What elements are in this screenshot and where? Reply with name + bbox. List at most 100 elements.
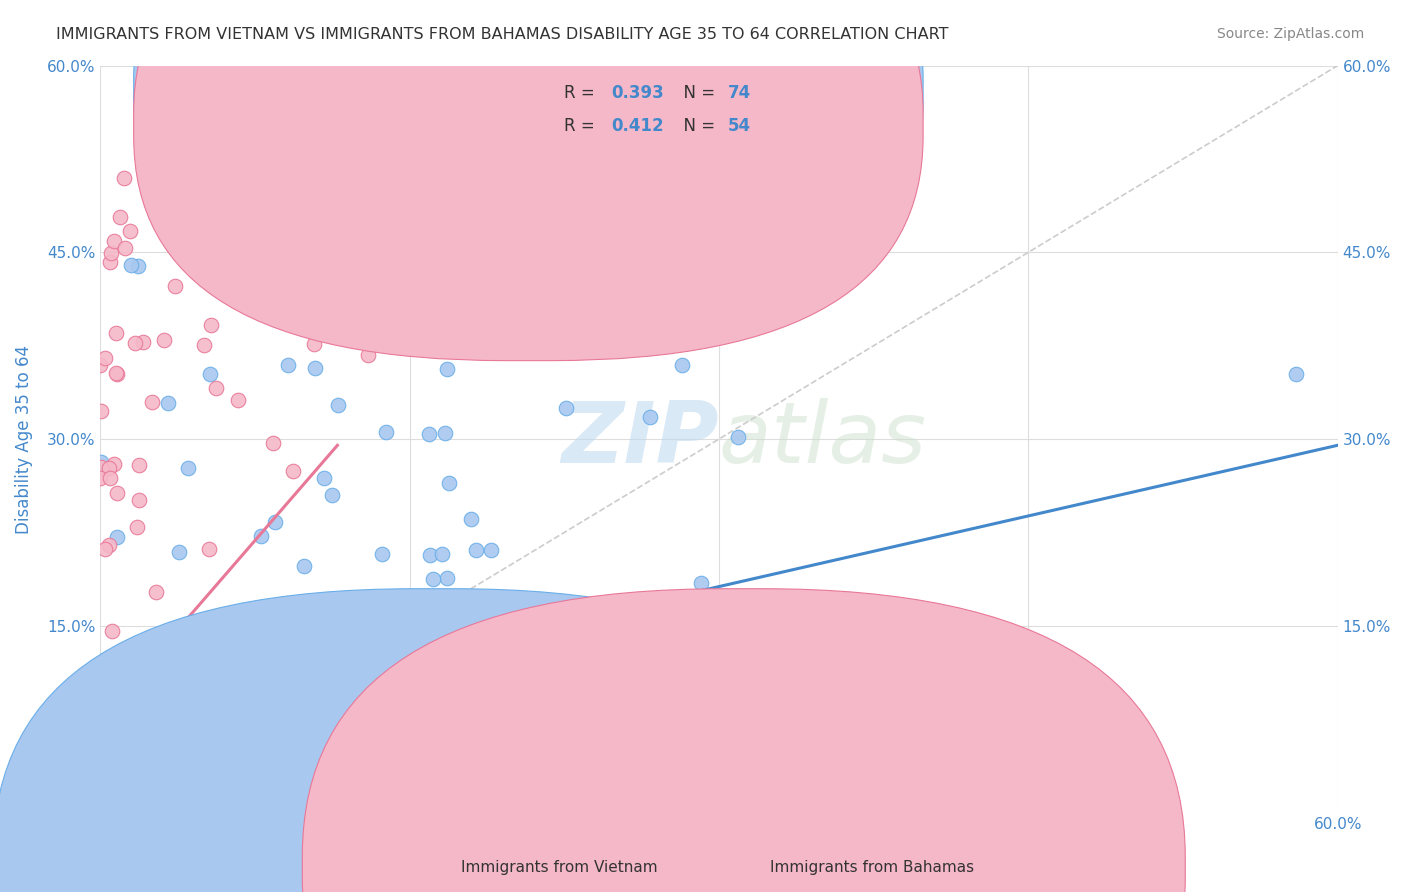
- Point: [371, 547, 394, 561]
- Point: [114, 241, 136, 255]
- Point: [555, 401, 578, 415]
- Point: [606, 718, 628, 732]
- Point: [90, 455, 112, 469]
- Point: [357, 348, 380, 362]
- Point: [162, 194, 184, 209]
- Point: [439, 475, 461, 490]
- Point: [418, 427, 440, 442]
- Point: [129, 657, 152, 672]
- Point: [721, 203, 744, 218]
- Point: [177, 460, 200, 475]
- Point: [595, 734, 617, 748]
- Point: [229, 752, 252, 766]
- Point: [264, 515, 287, 529]
- Point: [167, 544, 190, 558]
- Point: [475, 277, 498, 291]
- Point: [112, 170, 135, 185]
- Point: [288, 714, 311, 728]
- Point: [94, 351, 117, 366]
- Text: 74: 74: [728, 84, 751, 103]
- Point: [277, 358, 299, 372]
- FancyBboxPatch shape: [134, 0, 924, 327]
- Point: [638, 410, 661, 425]
- Text: ZIP: ZIP: [561, 398, 718, 481]
- Point: [188, 195, 211, 210]
- Point: [269, 275, 291, 289]
- Point: [669, 311, 692, 326]
- Point: [302, 337, 325, 351]
- Point: [105, 366, 128, 380]
- Point: [89, 471, 111, 485]
- Text: N =: N =: [673, 84, 720, 103]
- Point: [120, 224, 142, 238]
- Point: [314, 470, 336, 484]
- Point: [226, 392, 249, 407]
- Point: [464, 543, 486, 558]
- Point: [325, 687, 347, 701]
- Text: R =: R =: [564, 117, 600, 135]
- Point: [90, 460, 112, 475]
- Point: [187, 665, 209, 679]
- Text: Source: ZipAtlas.com: Source: ZipAtlas.com: [1216, 27, 1364, 41]
- Point: [112, 701, 135, 715]
- Point: [89, 358, 111, 372]
- Point: [430, 547, 453, 561]
- Point: [271, 631, 294, 645]
- Point: [103, 235, 125, 249]
- Text: Immigrants from Bahamas: Immigrants from Bahamas: [770, 860, 974, 874]
- FancyBboxPatch shape: [134, 0, 924, 360]
- Point: [156, 396, 179, 410]
- Point: [173, 669, 195, 683]
- Point: [292, 559, 315, 574]
- Point: [108, 211, 131, 225]
- Point: [443, 780, 465, 794]
- Point: [422, 572, 444, 586]
- Y-axis label: Disability Age 35 to 64: Disability Age 35 to 64: [15, 344, 32, 533]
- Point: [198, 368, 221, 382]
- Point: [105, 723, 128, 737]
- Point: [152, 333, 174, 347]
- Point: [105, 530, 128, 544]
- Point: [143, 186, 166, 200]
- Point: [128, 493, 150, 508]
- Point: [436, 571, 458, 585]
- Point: [160, 199, 183, 213]
- Point: [90, 679, 112, 693]
- Point: [127, 519, 149, 533]
- Text: Immigrants from Vietnam: Immigrants from Vietnam: [461, 860, 658, 874]
- Point: [132, 334, 155, 349]
- Point: [89, 709, 111, 723]
- Point: [460, 512, 482, 526]
- Text: 54: 54: [728, 117, 751, 135]
- Point: [690, 576, 713, 591]
- Point: [100, 246, 122, 260]
- Point: [671, 359, 693, 373]
- Point: [229, 784, 252, 798]
- Point: [98, 255, 121, 269]
- Point: [103, 457, 125, 471]
- Point: [100, 624, 122, 638]
- Point: [330, 771, 353, 785]
- Point: [281, 465, 304, 479]
- Point: [128, 458, 150, 472]
- Point: [145, 585, 167, 599]
- Point: [98, 471, 121, 485]
- Text: atlas: atlas: [718, 398, 927, 481]
- Point: [90, 404, 112, 418]
- Point: [194, 648, 217, 662]
- Point: [697, 714, 720, 729]
- Point: [243, 739, 266, 753]
- Point: [148, 657, 170, 672]
- Point: [304, 360, 326, 375]
- Point: [436, 362, 458, 376]
- Point: [326, 398, 349, 412]
- Point: [595, 108, 617, 122]
- Point: [519, 714, 541, 729]
- Point: [141, 394, 163, 409]
- Text: N =: N =: [673, 117, 720, 135]
- Text: R =: R =: [564, 84, 600, 103]
- Point: [1285, 367, 1308, 381]
- Point: [464, 598, 486, 612]
- Point: [384, 599, 406, 614]
- Point: [124, 336, 146, 351]
